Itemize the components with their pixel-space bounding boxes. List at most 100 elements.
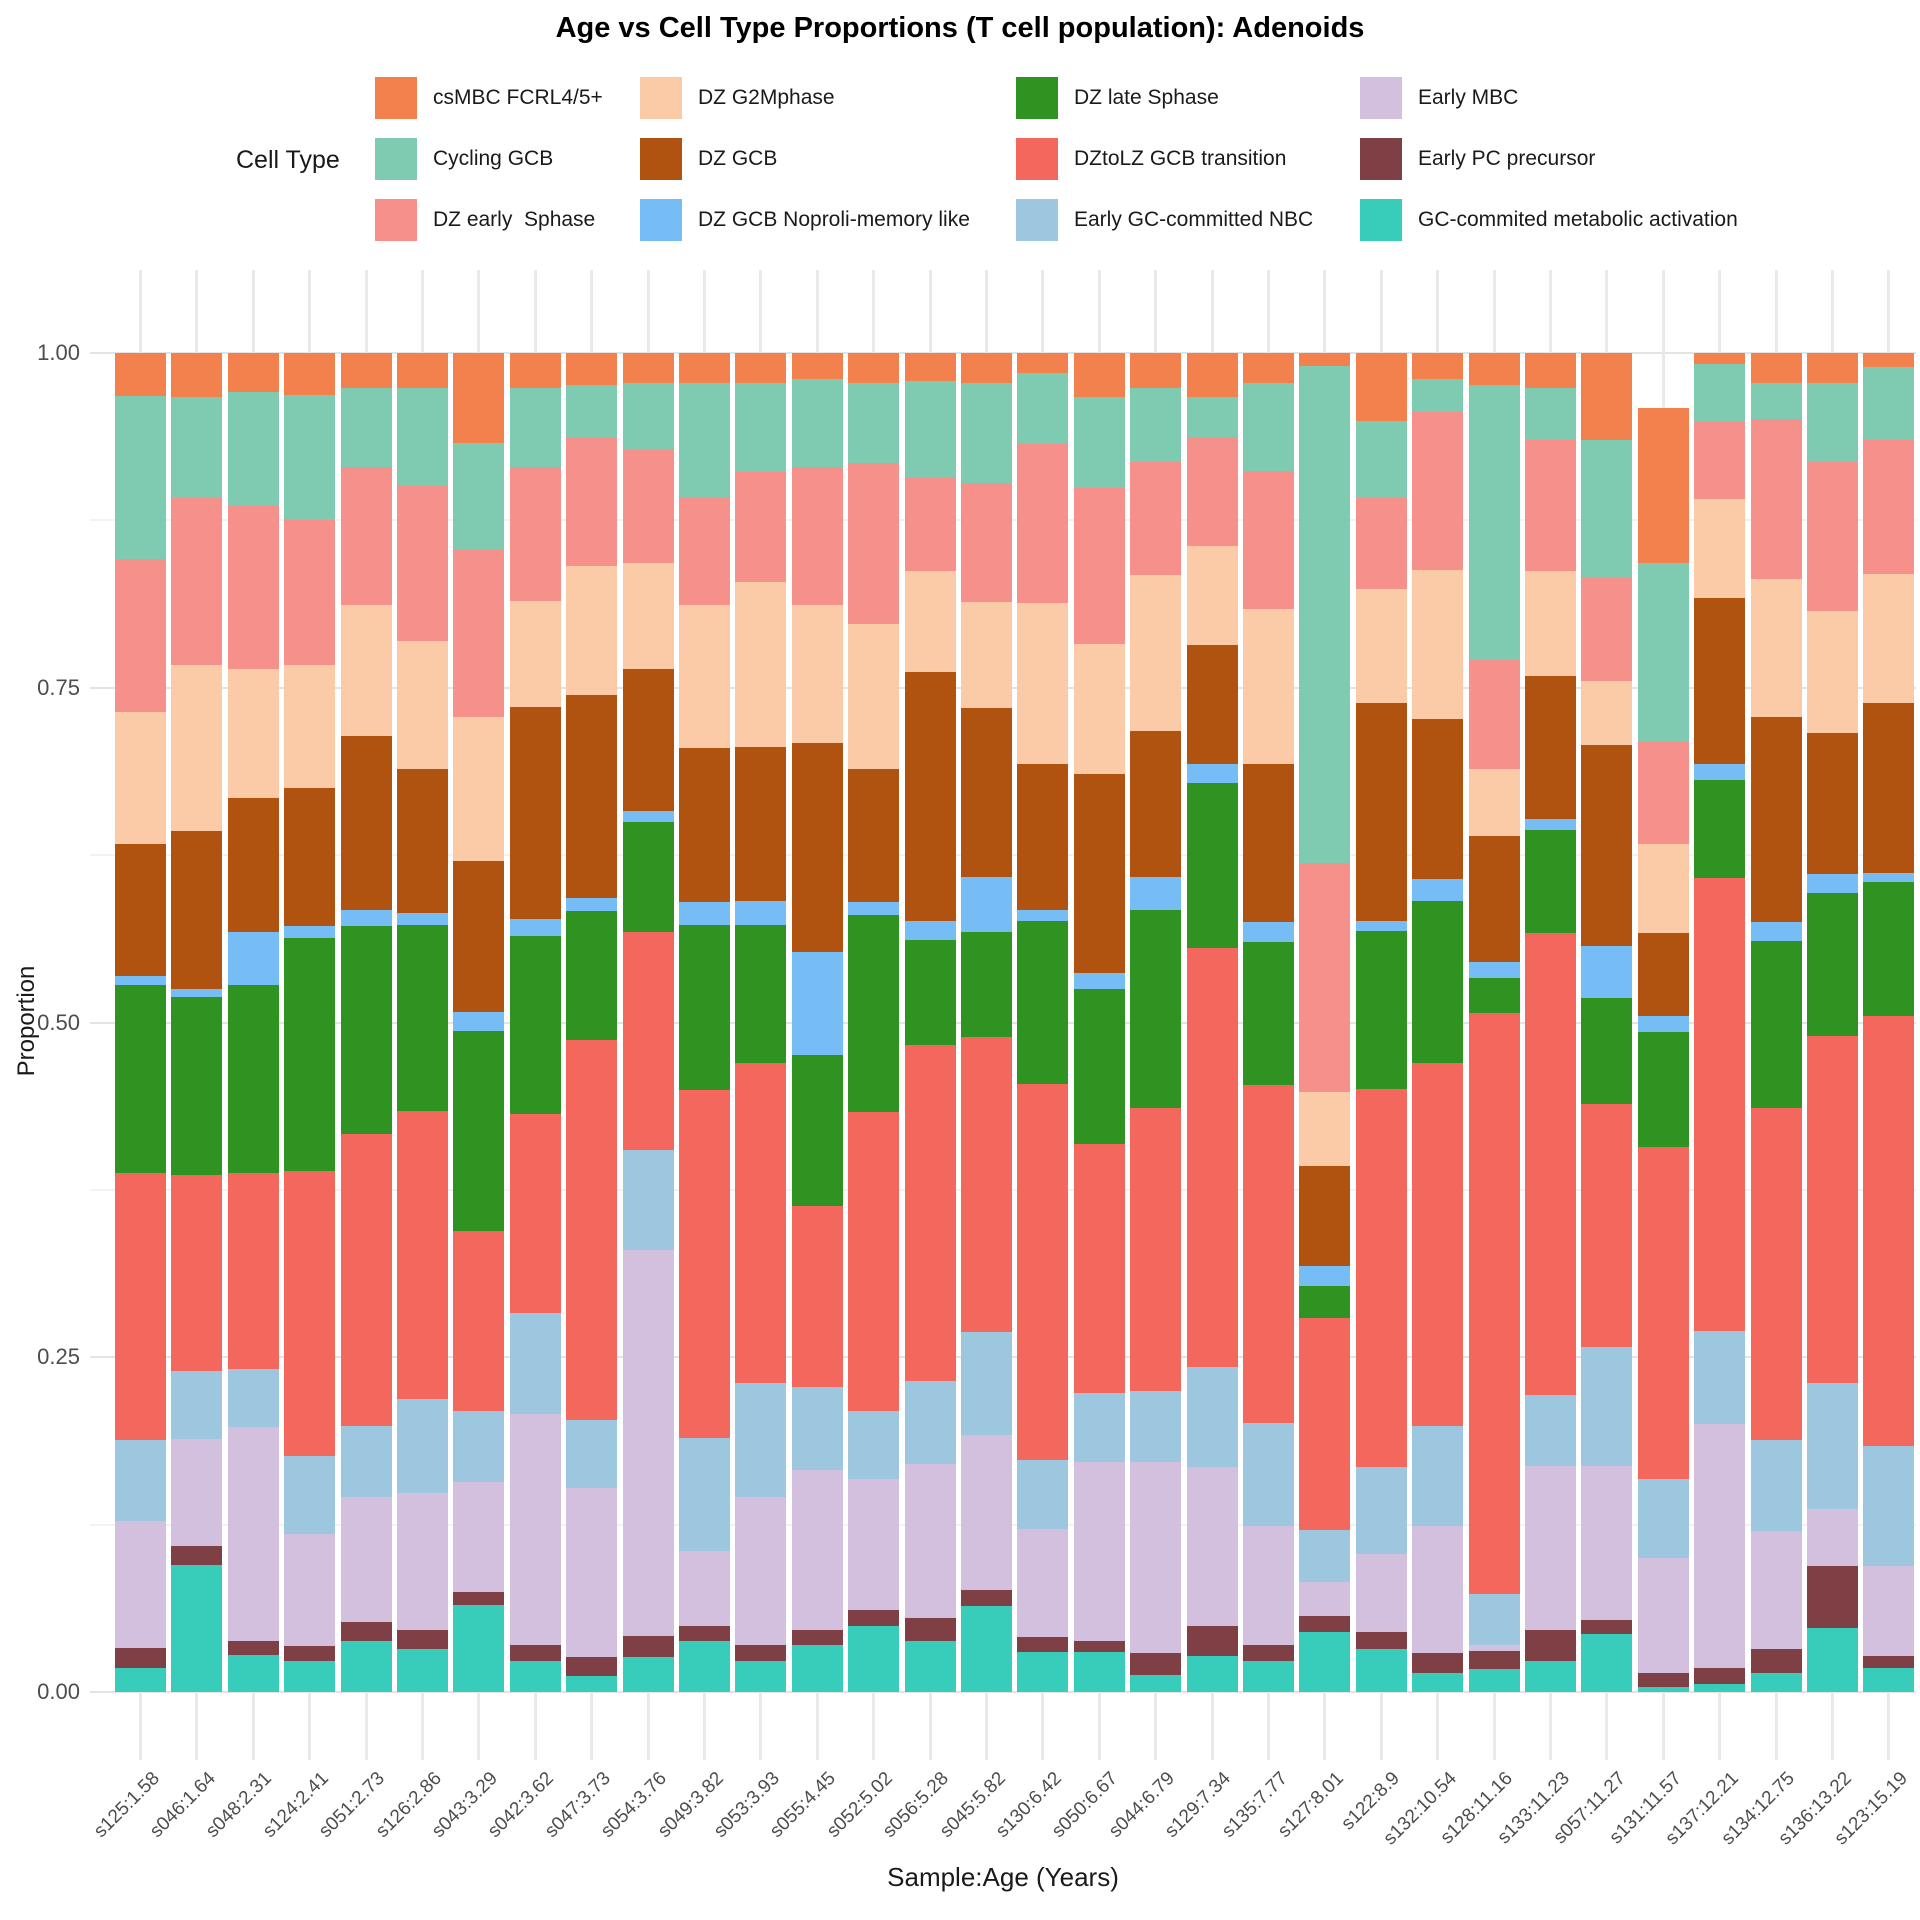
- bar-segment: [1412, 879, 1464, 901]
- legend-swatch: [1016, 77, 1058, 119]
- bar-segment: [1863, 1667, 1915, 1692]
- legend-item: Early PC precursor: [1360, 138, 1595, 180]
- bar-segment: [1807, 353, 1858, 383]
- bar-segment: [1355, 588, 1407, 703]
- bar-segment: [397, 1630, 448, 1650]
- x-axis-title: Sample:Age (Years): [887, 1862, 1119, 1892]
- bar-segment: [227, 391, 279, 506]
- y-axis-title: Proportion: [13, 965, 40, 1077]
- y-tick-label: 0.75: [37, 674, 80, 700]
- bar-segment: [1412, 570, 1464, 719]
- bar-segment: [679, 353, 730, 383]
- bar-segment: [904, 353, 956, 382]
- bar-segment: [735, 1645, 787, 1662]
- bar-segment: [1694, 877, 1746, 1331]
- bar-segment: [566, 694, 618, 899]
- bar-segment: [1525, 571, 1576, 676]
- bar-segment: [1017, 920, 1069, 1085]
- bar-segment: [1468, 353, 1520, 386]
- bar-segment: [1355, 1554, 1407, 1632]
- bar-segment: [961, 602, 1012, 708]
- y-tick-label: 0.50: [37, 1009, 80, 1035]
- bar-segment: [735, 900, 787, 925]
- bar-segment: [340, 926, 392, 1134]
- legend-item-label: DZ early Sphase: [433, 208, 596, 231]
- bar-segment: [1412, 718, 1464, 880]
- stacked-bar-s122:8.9: [1355, 353, 1407, 1692]
- bar-segment: [397, 1649, 448, 1692]
- bar-segment: [622, 931, 674, 1150]
- bar-segment: [1863, 872, 1915, 882]
- bar-segment: [566, 1657, 618, 1676]
- legend-swatch: [1016, 199, 1058, 241]
- bar-segment: [1581, 1465, 1633, 1620]
- bar-segment: [1073, 773, 1125, 974]
- bar-segment: [453, 1604, 505, 1692]
- bar-segment: [284, 520, 336, 666]
- bar-segment: [1468, 1650, 1520, 1670]
- bar-segment: [1694, 780, 1746, 878]
- bar-segment: [1130, 876, 1182, 911]
- bar-segment: [1863, 1566, 1915, 1656]
- legend-item-label: DZ GCB Noproli-memory like: [698, 208, 970, 231]
- y-tick-label: 0.25: [37, 1344, 80, 1370]
- stacked-bar-s129:7.34: [1186, 353, 1238, 1692]
- y-tick-label: 1.00: [37, 340, 80, 365]
- bar-segment: [735, 746, 787, 901]
- bar-segment: [453, 717, 505, 861]
- bar-segment: [227, 505, 279, 670]
- bar-segment: [1130, 910, 1182, 1109]
- bar-segment: [453, 1481, 505, 1592]
- bar-segment: [735, 472, 787, 583]
- bar-segment: [1525, 819, 1576, 830]
- stacked-bar-s050:6.67: [1073, 353, 1125, 1692]
- legend-swatch: [375, 199, 417, 241]
- bar-segment: [1694, 353, 1746, 364]
- bar-segment: [791, 1054, 843, 1206]
- bar-segment: [1017, 1528, 1069, 1638]
- bar-segment: [1017, 1084, 1069, 1461]
- bar-segment: [1186, 644, 1238, 765]
- stacked-bar-s051:2.73: [340, 353, 392, 1692]
- bar-segment: [848, 1610, 900, 1627]
- bar-segment: [566, 437, 618, 566]
- stacked-bar-s054:3.76: [622, 353, 674, 1692]
- bar-segment: [397, 387, 448, 486]
- bar-segment: [1355, 702, 1407, 921]
- bar-segment: [397, 1398, 448, 1493]
- bar-segment: [340, 387, 392, 467]
- bar-segment: [1017, 1651, 1069, 1692]
- bar-segment: [679, 748, 730, 903]
- bar-segment: [1807, 611, 1858, 734]
- legend-swatch: [640, 199, 682, 241]
- bar-segment: [1130, 1653, 1182, 1675]
- bar-segment: [453, 1030, 505, 1232]
- bar-segment: [679, 382, 730, 498]
- bar-segment: [1863, 366, 1915, 441]
- bar-segment: [171, 989, 223, 998]
- bar-segment: [1243, 1661, 1294, 1692]
- bar-segment: [171, 1438, 223, 1547]
- bar-segment: [1299, 863, 1351, 1093]
- bar-segment: [961, 1606, 1012, 1692]
- bar-segment: [1355, 1467, 1407, 1555]
- bar-segment: [1412, 900, 1464, 1063]
- bar-segment: [848, 1626, 900, 1692]
- bar-segment: [735, 1062, 787, 1383]
- bar-segment: [791, 742, 843, 952]
- bar-segment: [904, 671, 956, 921]
- bar-segment: [171, 397, 223, 498]
- bar-segment: [1637, 1147, 1689, 1480]
- bar-segment: [904, 920, 956, 940]
- bar-segment: [227, 1172, 279, 1370]
- bar-segment: [1807, 892, 1858, 1036]
- bar-segment: [848, 769, 900, 903]
- bar-segment: [1863, 574, 1915, 703]
- bar-segment: [1412, 412, 1464, 570]
- bar-segment: [1750, 1108, 1802, 1441]
- bar-segment: [1637, 1479, 1689, 1559]
- bar-segment: [509, 1113, 561, 1314]
- bar-segment: [961, 707, 1012, 877]
- bar-segment: [1073, 1651, 1125, 1692]
- bar-segment: [1186, 1366, 1238, 1468]
